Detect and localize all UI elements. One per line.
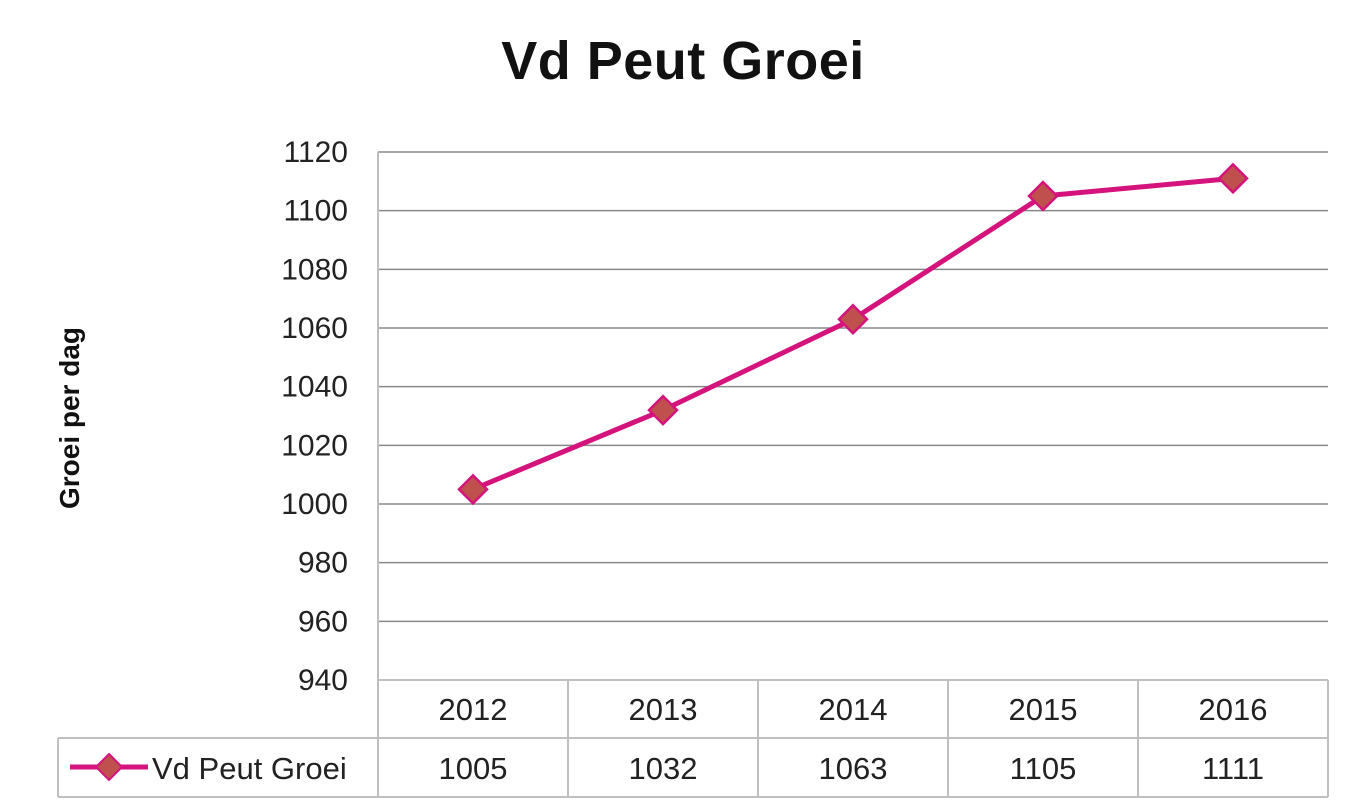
table-value-2012: 1005 [439, 751, 508, 786]
gridlines [378, 151, 1328, 623]
data-point-2016 [1217, 162, 1249, 195]
x-tick-label-2015: 2015 [1009, 692, 1078, 727]
table-value-2014: 1063 [819, 751, 888, 786]
y-tick-label-980: 980 [298, 547, 348, 580]
table-value-2013: 1032 [629, 751, 698, 786]
y-tick-label-1120: 1120 [283, 136, 348, 169]
y-tick-label-1060: 1060 [281, 312, 348, 345]
data-point-2013 [647, 394, 679, 426]
data-point-2014 [837, 303, 869, 335]
table-value-2015: 1105 [1010, 751, 1077, 786]
y-axis-ticks: 940 960 980 1000 1020 1040 1060 1080 1100 1120 [281, 136, 348, 697]
data-table: 2012 2013 2014 2015 2016 1005 1032 1063 1105 1111… [57, 152, 1329, 798]
y-tick-label-1040: 1040 [281, 371, 348, 404]
legend-label: Vd Peut Groei [152, 751, 347, 786]
data-point-2015 [1027, 180, 1059, 212]
y-tick-label-960: 960 [298, 605, 348, 638]
x-tick-label-2016: 2016 [1199, 692, 1268, 727]
table-value-2016: 1111 [1202, 751, 1264, 786]
legend-marker [94, 752, 124, 782]
data-point-2012 [457, 473, 489, 506]
x-tick-label-2012: 2012 [439, 692, 508, 727]
x-tick-label-2013: 2013 [629, 692, 698, 727]
y-tick-label-1080: 1080 [281, 253, 348, 286]
y-tick-label-1100: 1100 [283, 195, 348, 228]
y-tick-label-1020: 1020 [281, 429, 348, 462]
series-group [457, 162, 1249, 506]
x-tick-label-2014: 2014 [819, 692, 888, 727]
y-tick-label-1000: 1000 [281, 488, 348, 521]
chart-title: Vd Peut Groei [501, 31, 865, 91]
y-tick-label-940: 940 [298, 664, 348, 697]
